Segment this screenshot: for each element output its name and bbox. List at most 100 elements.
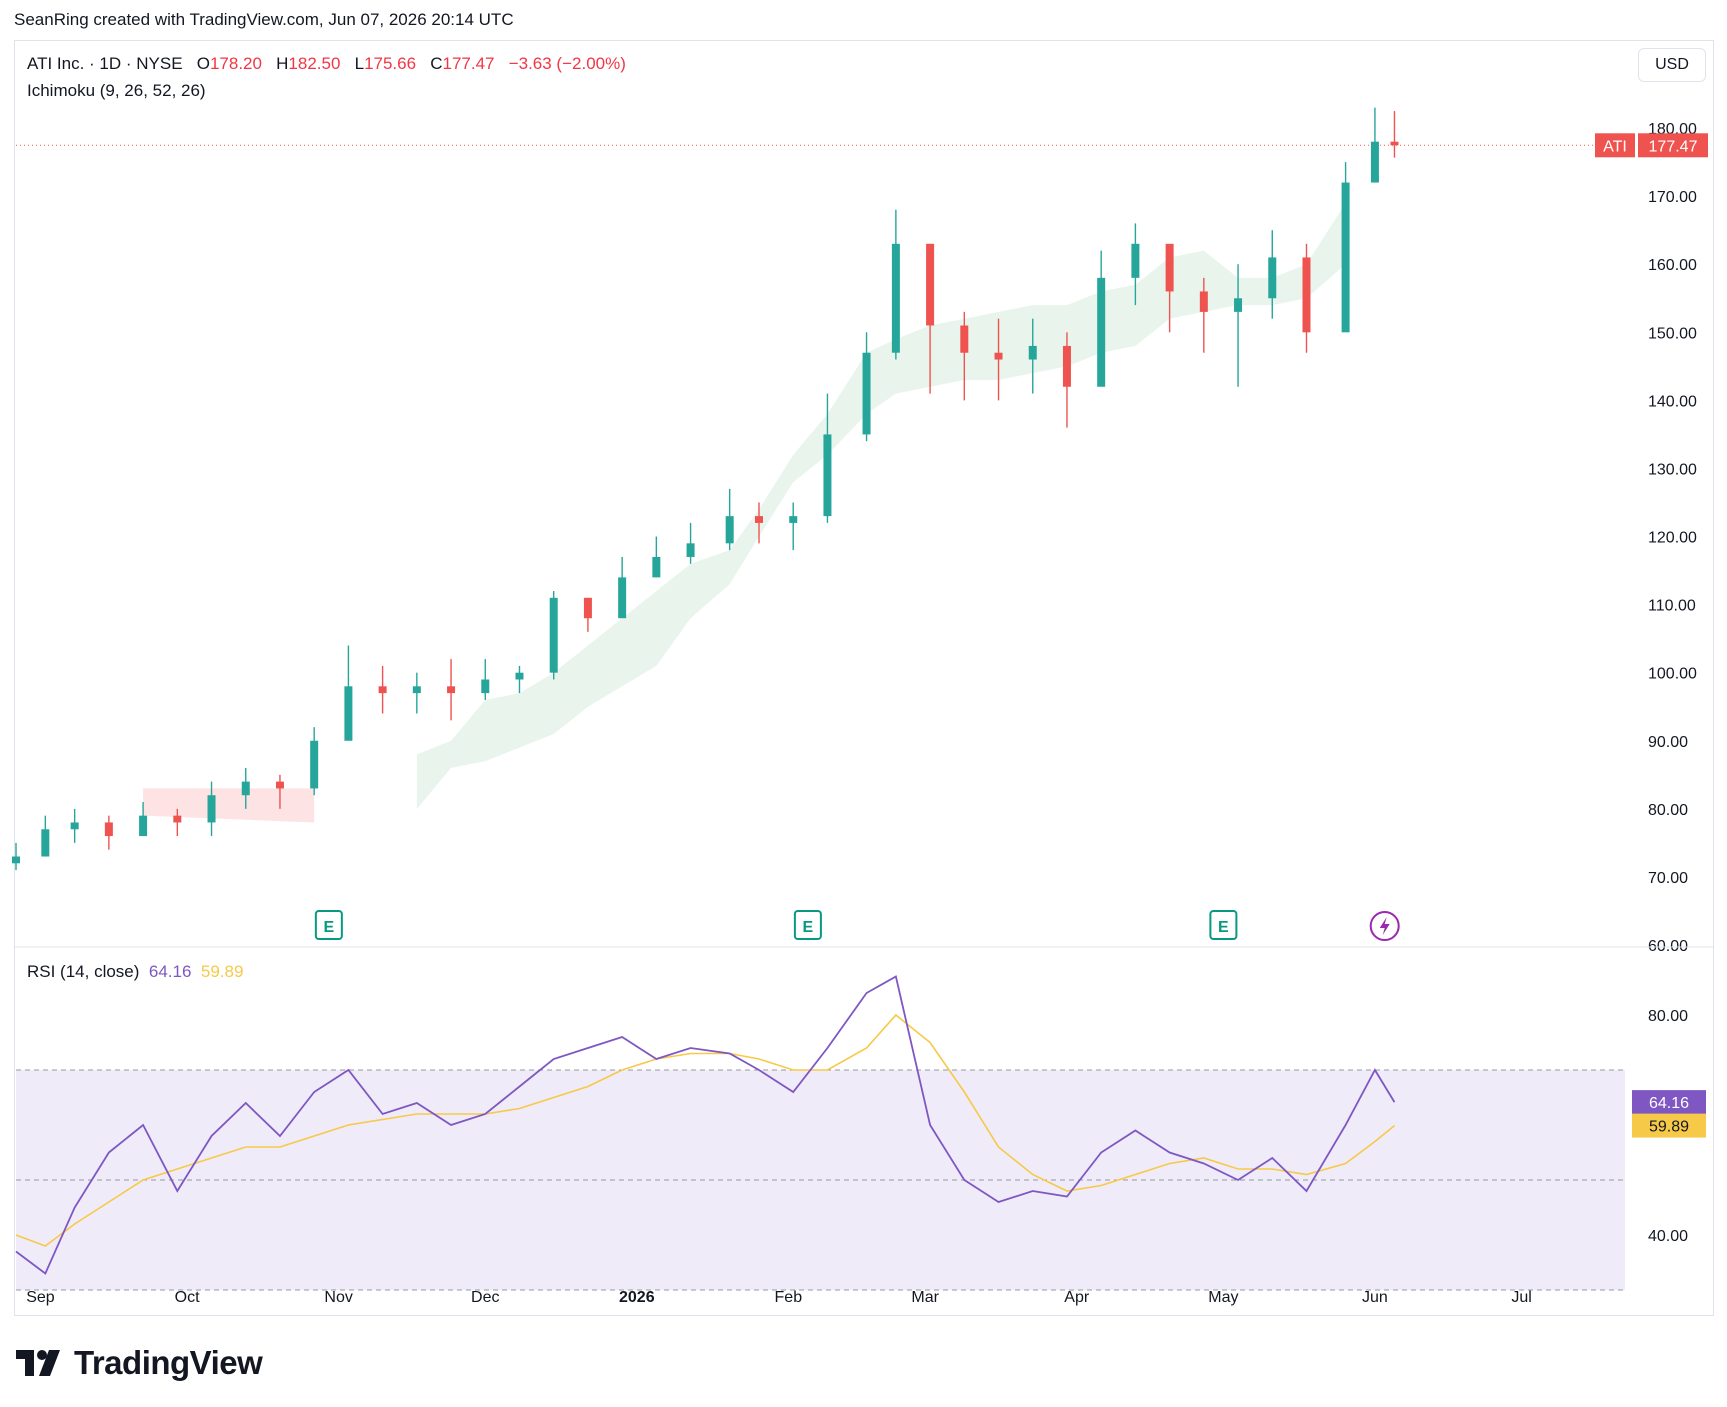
time-tick-label: Mar <box>911 1289 939 1306</box>
candle-body <box>549 597 558 673</box>
change-value: −3.63 (−2.00%) <box>508 54 626 73</box>
time-tick-label: Nov <box>324 1289 352 1306</box>
time-tick-label: Oct <box>175 1289 200 1306</box>
lightning-icon <box>1379 917 1390 935</box>
candle-body <box>12 856 20 864</box>
price-tick-label: 70.00 <box>1648 870 1688 887</box>
candle-body <box>344 686 353 741</box>
candle-body <box>1062 345 1071 387</box>
rsi-tag-text: 64.16 <box>1649 1095 1689 1112</box>
candle-body <box>755 516 764 523</box>
candle-body <box>1199 291 1208 312</box>
earnings-badge-label: E <box>324 919 335 936</box>
candle-body <box>618 577 627 619</box>
high-label: H <box>276 54 289 73</box>
tradingview-logo-icon <box>16 1350 60 1376</box>
price-tick-label: 110.00 <box>1648 598 1696 615</box>
rsi-ma-tag-text: 59.89 <box>1649 1119 1689 1136</box>
candle-body <box>310 740 319 789</box>
low-value: 175.66 <box>364 54 417 73</box>
candle-body <box>725 516 734 544</box>
candle-body <box>70 822 79 830</box>
candle-body <box>1302 257 1311 333</box>
candle-body <box>412 686 421 694</box>
rsi-value: 64.16 <box>148 962 192 981</box>
candle-body <box>891 243 900 353</box>
candle-body <box>862 352 871 435</box>
open-label: O <box>196 54 210 73</box>
price-tick-label: 170.00 <box>1648 189 1697 206</box>
time-tick-label: May <box>1208 1289 1238 1306</box>
earnings-badge-label: E <box>1218 919 1229 936</box>
candle-body <box>1370 141 1379 183</box>
price-tick-label: 160.00 <box>1648 257 1697 274</box>
candle-body <box>583 597 592 619</box>
candle-body <box>652 556 661 578</box>
candle-body <box>1268 257 1277 299</box>
rsi-tick-label: 40.00 <box>1648 1228 1688 1245</box>
ticker-tag-text: ATI <box>1603 138 1627 155</box>
candle-body <box>926 243 935 326</box>
time-tick-label: Sep <box>26 1289 55 1306</box>
value-tags: ATI 177.47 64.16 59.89 <box>1595 133 1708 1138</box>
cloud-area-bearish <box>143 788 315 823</box>
time-tick-label: Jun <box>1362 1289 1388 1306</box>
rsi-lines <box>15 975 1396 1275</box>
indicator-legend[interactable]: Ichimoku (9, 26, 52, 26) <box>27 81 206 100</box>
ichimoku-cloud <box>143 202 1346 823</box>
candle-body <box>1341 182 1350 333</box>
symbol-label[interactable]: ATI Inc. · 1D · NYSE <box>27 54 183 73</box>
time-tick-label: Feb <box>775 1289 803 1306</box>
close-value: 177.47 <box>442 54 495 73</box>
candle-body <box>1131 243 1140 278</box>
rsi-ma-tag-bg <box>1632 1113 1706 1138</box>
price-tick-label: 140.00 <box>1648 393 1697 410</box>
earnings-badge <box>1209 910 1238 940</box>
rsi-ma-value: 59.89 <box>200 962 244 981</box>
candle-body <box>960 325 969 353</box>
price-tick-label: 120.00 <box>1648 530 1697 547</box>
earnings-badge <box>314 910 343 940</box>
price-axis[interactable]: 60.0070.0080.0090.00100.00110.00120.0013… <box>1648 53 1697 955</box>
close-label: C <box>430 54 443 73</box>
candle-body <box>686 543 695 557</box>
candlesticks <box>12 107 1399 871</box>
candle-body <box>378 686 387 694</box>
candle-body <box>515 672 524 680</box>
candle-body <box>1028 345 1037 360</box>
ohlc-legend: ATI Inc. · 1D · NYSE O178.20 H182.50 L17… <box>27 54 626 74</box>
rsi-label: RSI (14, close) <box>27 962 140 981</box>
time-axis[interactable]: Sep Oct Nov Dec 2026 Feb Mar Apr May Jun Jul <box>26 1289 1532 1306</box>
candle-body <box>173 815 182 823</box>
candle-body <box>1234 298 1243 312</box>
candle-body <box>207 795 216 823</box>
price-tag-bg <box>1638 133 1708 158</box>
currency-button[interactable]: USD <box>1638 48 1706 82</box>
time-tick-label: 2026 <box>619 1289 655 1306</box>
price-tick-label: 150.00 <box>1648 325 1697 342</box>
candle-body <box>41 829 50 857</box>
candle-body <box>994 352 1003 360</box>
candle-body <box>823 434 832 517</box>
price-tick-label: 100.00 <box>1648 666 1697 683</box>
candle-body <box>104 822 113 837</box>
rsi-line <box>15 975 1396 1275</box>
ticker-tag-bg <box>1595 133 1635 158</box>
price-tick-label: 130.00 <box>1648 461 1697 478</box>
tradingview-logo[interactable]: TradingView <box>16 1344 263 1382</box>
price-tag-text: 177.47 <box>1649 138 1698 155</box>
rsi-legend[interactable]: RSI (14, close) 64.16 59.89 <box>27 962 243 982</box>
low-label: L <box>354 54 365 73</box>
attribution-text: SeanRing created with TradingView.com, J… <box>14 10 514 29</box>
rsi-tick-label: 80.00 <box>1648 1008 1688 1025</box>
candle-body <box>275 781 284 789</box>
earnings-badge <box>793 910 822 940</box>
rsi-ma-line <box>15 1013 1395 1247</box>
open-value: 178.20 <box>209 54 262 73</box>
candle-body <box>481 679 490 694</box>
price-tick-label: 80.00 <box>1648 802 1688 819</box>
candle-body <box>789 516 798 523</box>
time-tick-label: Dec <box>471 1289 499 1306</box>
